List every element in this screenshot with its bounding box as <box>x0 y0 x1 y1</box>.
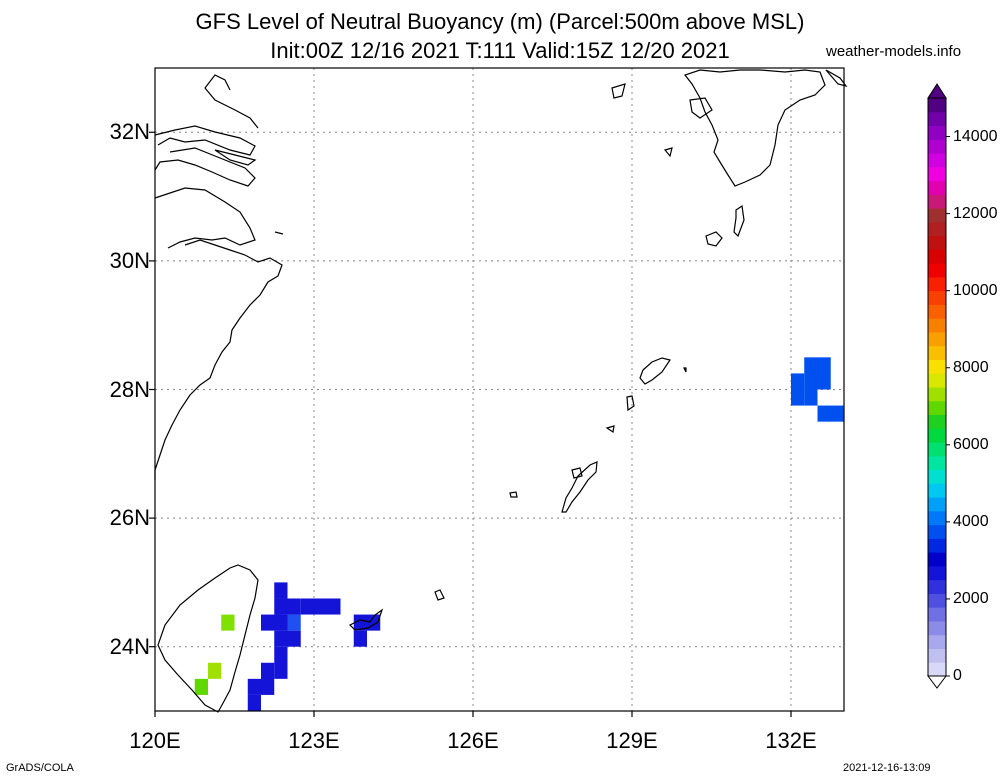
colorbar-swatch <box>928 180 946 195</box>
data-cell <box>274 582 288 599</box>
lon-label: 132E <box>765 728 817 753</box>
data-cell <box>261 614 288 631</box>
coastlines <box>154 69 848 713</box>
colorbar-swatch <box>928 98 946 113</box>
colorbar-frame <box>927 97 947 677</box>
data-cells <box>194 357 844 711</box>
colorbar-swatch <box>928 331 946 347</box>
lon-label: 123E <box>288 728 340 753</box>
colorbar-swatch <box>928 552 946 567</box>
colorbar-label: 0 <box>953 667 962 684</box>
colorbar-bottom-arrow <box>927 675 947 689</box>
footer-left: GrADS/COLA <box>6 762 74 774</box>
title-line-1: GFS Level of Neutral Buoyancy (m) (Parce… <box>195 9 805 34</box>
colorbar-swatch <box>928 607 946 622</box>
colorbar-swatch <box>928 414 946 429</box>
colorbar-label: 8000 <box>953 358 989 376</box>
data-cell <box>194 678 208 695</box>
colorbar-swatch <box>928 153 946 168</box>
colorbar-swatch <box>928 579 946 594</box>
title-line-2: Init:00Z 12/16 2021 T:111 Valid:15Z 12/2… <box>270 38 730 63</box>
lat-label: 30N <box>109 247 150 273</box>
colorbar-label: 4000 <box>953 512 989 530</box>
colorbar-swatch <box>928 263 946 278</box>
lat-label: 26N <box>109 505 150 531</box>
lon-label: 129E <box>606 728 658 753</box>
lon-label: 126E <box>447 728 499 753</box>
colorbar-swatch <box>928 194 946 209</box>
colorbar-swatch <box>928 524 946 539</box>
colorbar-top-arrow <box>927 83 947 99</box>
colorbar-swatch <box>928 387 946 402</box>
colorbar-swatch <box>928 538 946 553</box>
lat-label: 32N <box>109 119 150 145</box>
data-cell <box>274 646 288 679</box>
colorbar-swatch <box>928 359 946 374</box>
colorbar-swatch <box>928 469 946 484</box>
colorbar-label: 10000 <box>953 281 998 299</box>
colorbar <box>927 83 950 689</box>
data-cell <box>274 630 301 647</box>
data-cell <box>817 357 831 390</box>
data-cell <box>817 405 844 422</box>
colorbar-swatch <box>928 428 946 443</box>
colorbar-label: 6000 <box>953 435 989 453</box>
colorbar-swatch <box>928 166 946 182</box>
data-cell <box>353 614 381 631</box>
colorbar-swatch <box>928 221 946 237</box>
colorbar-swatch <box>928 235 946 250</box>
gridlines <box>154 68 844 711</box>
data-cell <box>261 662 275 695</box>
colorbar-swatch <box>928 455 946 471</box>
colorbar-swatch <box>928 400 946 416</box>
colorbar-swatch <box>928 373 946 388</box>
colorbar-label: 2000 <box>953 589 989 607</box>
data-cell <box>791 373 805 406</box>
colorbar-swatch <box>928 620 946 636</box>
colorbar-swatch <box>928 290 946 305</box>
colorbar-swatch <box>928 249 946 264</box>
colorbar-swatch <box>928 634 946 649</box>
lat-label: 24N <box>109 633 150 659</box>
colorbar-swatch <box>928 565 946 581</box>
colorbar-swatch <box>928 208 946 223</box>
data-cell <box>804 389 818 406</box>
footer-right: 2021-12-16-13:09 <box>843 762 931 774</box>
data-cell <box>247 694 261 711</box>
data-cell <box>221 614 235 631</box>
colorbar-swatch <box>928 648 946 663</box>
colorbar-label: 14000 <box>953 127 998 145</box>
colorbar-label: 12000 <box>953 204 998 222</box>
data-cell <box>353 630 367 647</box>
data-cell <box>208 662 222 679</box>
colorbar-swatch <box>928 276 946 292</box>
site-label: weather-models.info <box>826 43 962 60</box>
axis-ticks <box>149 131 792 717</box>
data-cell <box>274 598 301 615</box>
colorbar-swatch <box>928 111 946 127</box>
colorbar-swatch <box>928 318 946 333</box>
data-cell <box>804 357 818 390</box>
colorbar-swatch <box>928 442 946 457</box>
data-cell <box>300 598 341 615</box>
data-cell <box>247 678 261 695</box>
colorbar-swatch <box>928 125 946 140</box>
colorbar-swatch <box>928 497 946 512</box>
colorbar-swatch <box>928 593 946 608</box>
colorbar-swatch <box>928 304 946 319</box>
lon-label: 120E <box>129 728 181 753</box>
lat-label: 28N <box>109 376 150 402</box>
data-cell <box>287 614 301 631</box>
colorbar-swatch <box>928 662 946 677</box>
colorbar-swatch <box>928 345 946 360</box>
colorbar-swatch <box>928 510 946 526</box>
colorbar-swatch <box>928 483 946 498</box>
colorbar-swatch <box>928 139 946 154</box>
